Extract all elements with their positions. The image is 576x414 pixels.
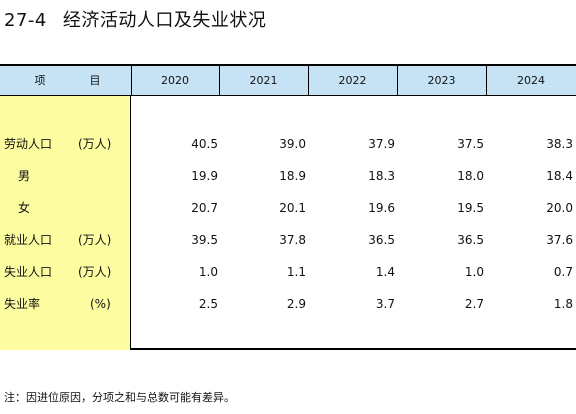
row-label: 男 — [18, 169, 31, 183]
year-header-2024: 2024 — [517, 74, 545, 87]
table-row-unemployed: 失业人口 (万人) 1.0 1.1 1.4 1.0 0.7 — [0, 256, 576, 288]
table-title-text: 经济活动人口及失业状况 — [62, 10, 267, 31]
year-header-2020: 2020 — [161, 74, 189, 87]
cell-value: 2.5 — [198, 297, 218, 311]
cell-value: 18.4 — [546, 169, 573, 183]
cell-value: 2.9 — [286, 297, 306, 311]
row-unit: (万人) — [78, 137, 112, 151]
table-row-male: 男 19.9 18.9 18.3 18.0 18.4 — [0, 160, 576, 192]
table-row-labor-force: 劳动人口 (万人) 40.5 39.0 37.9 37.5 38.3 — [0, 128, 576, 160]
year-header-2022: 2022 — [338, 74, 367, 87]
cell-value: 2.7 — [464, 297, 484, 311]
row-label: 劳动人口 — [4, 137, 53, 151]
cell-value: 37.6 — [546, 233, 573, 247]
cell-value: 19.6 — [368, 201, 395, 215]
cell-value: 1.1 — [286, 265, 306, 279]
table-header: 项 目 2020 2021 2022 2023 2024 — [0, 66, 576, 96]
cell-value: 18.3 — [368, 169, 395, 183]
cell-value: 36.5 — [457, 233, 484, 247]
cell-value: 18.9 — [279, 169, 306, 183]
cell-value: 3.7 — [375, 297, 395, 311]
stub-header-mu: 目 — [89, 74, 101, 87]
year-header-2021: 2021 — [249, 74, 278, 87]
table-title: 27-4 经济活动人口及失业状况 — [4, 6, 266, 32]
cell-value: 20.0 — [546, 201, 573, 215]
cell-value: 37.5 — [457, 137, 484, 151]
cell-value: 39.0 — [279, 137, 306, 151]
cell-value: 36.5 — [368, 233, 395, 247]
cell-value: 19.9 — [191, 169, 218, 183]
cell-value: 19.5 — [457, 201, 484, 215]
cell-value: 37.9 — [368, 137, 395, 151]
cell-value: 20.1 — [279, 201, 306, 215]
year-header-2023: 2023 — [427, 74, 456, 87]
cell-value: 1.0 — [198, 265, 218, 279]
stub-header-item: 项 — [34, 74, 46, 87]
row-unit: (万人) — [78, 265, 112, 279]
row-unit: (万人) — [78, 233, 112, 247]
row-label: 失业率 — [4, 297, 41, 311]
cell-value: 0.7 — [553, 265, 573, 279]
cell-value: 39.5 — [191, 233, 218, 247]
cell-value: 18.0 — [457, 169, 484, 183]
cell-value: 40.5 — [191, 137, 218, 151]
row-unit: (%) — [90, 297, 111, 311]
cell-value: 20.7 — [191, 201, 218, 215]
table-row-unemployment-rate: 失业率 (%) 2.5 2.9 3.7 2.7 1.8 — [0, 288, 576, 320]
cell-value: 37.8 — [279, 233, 306, 247]
row-label: 失业人口 — [4, 265, 53, 279]
footnote: 注：因进位原因，分项之和与总数可能有差异。 — [4, 391, 235, 404]
row-label: 就业人口 — [4, 233, 53, 247]
row-label: 女 — [18, 201, 31, 215]
stub-column — [0, 96, 131, 350]
data-table: 项 目 2020 2021 2022 2023 2024 劳动人口 (万人) 4… — [0, 64, 576, 350]
cell-value: 1.8 — [553, 297, 573, 311]
table-number: 27-4 — [4, 10, 47, 31]
table-row-employed: 就业人口 (万人) 39.5 37.8 36.5 36.5 37.6 — [0, 224, 576, 256]
cell-value: 1.0 — [464, 265, 484, 279]
table-row-female: 女 20.7 20.1 19.6 19.5 20.0 — [0, 192, 576, 224]
cell-value: 38.3 — [546, 137, 573, 151]
cell-value: 1.4 — [375, 265, 395, 279]
